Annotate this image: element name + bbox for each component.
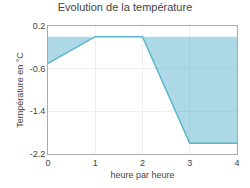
svg-text:Température en °C: Température en °C [15, 52, 25, 128]
svg-text:-0.6: -0.6 [30, 64, 46, 74]
svg-text:2: 2 [140, 158, 145, 168]
svg-text:0.2: 0.2 [33, 21, 46, 31]
svg-text:0: 0 [45, 158, 50, 168]
svg-text:3: 3 [187, 158, 192, 168]
svg-text:heure par heure: heure par heure [110, 170, 174, 180]
svg-text:Evolution de la température: Evolution de la température [58, 1, 193, 13]
svg-text:4: 4 [234, 158, 239, 168]
svg-text:-2.2: -2.2 [30, 149, 46, 159]
svg-text:-1.4: -1.4 [30, 106, 46, 116]
svg-text:1: 1 [93, 158, 98, 168]
